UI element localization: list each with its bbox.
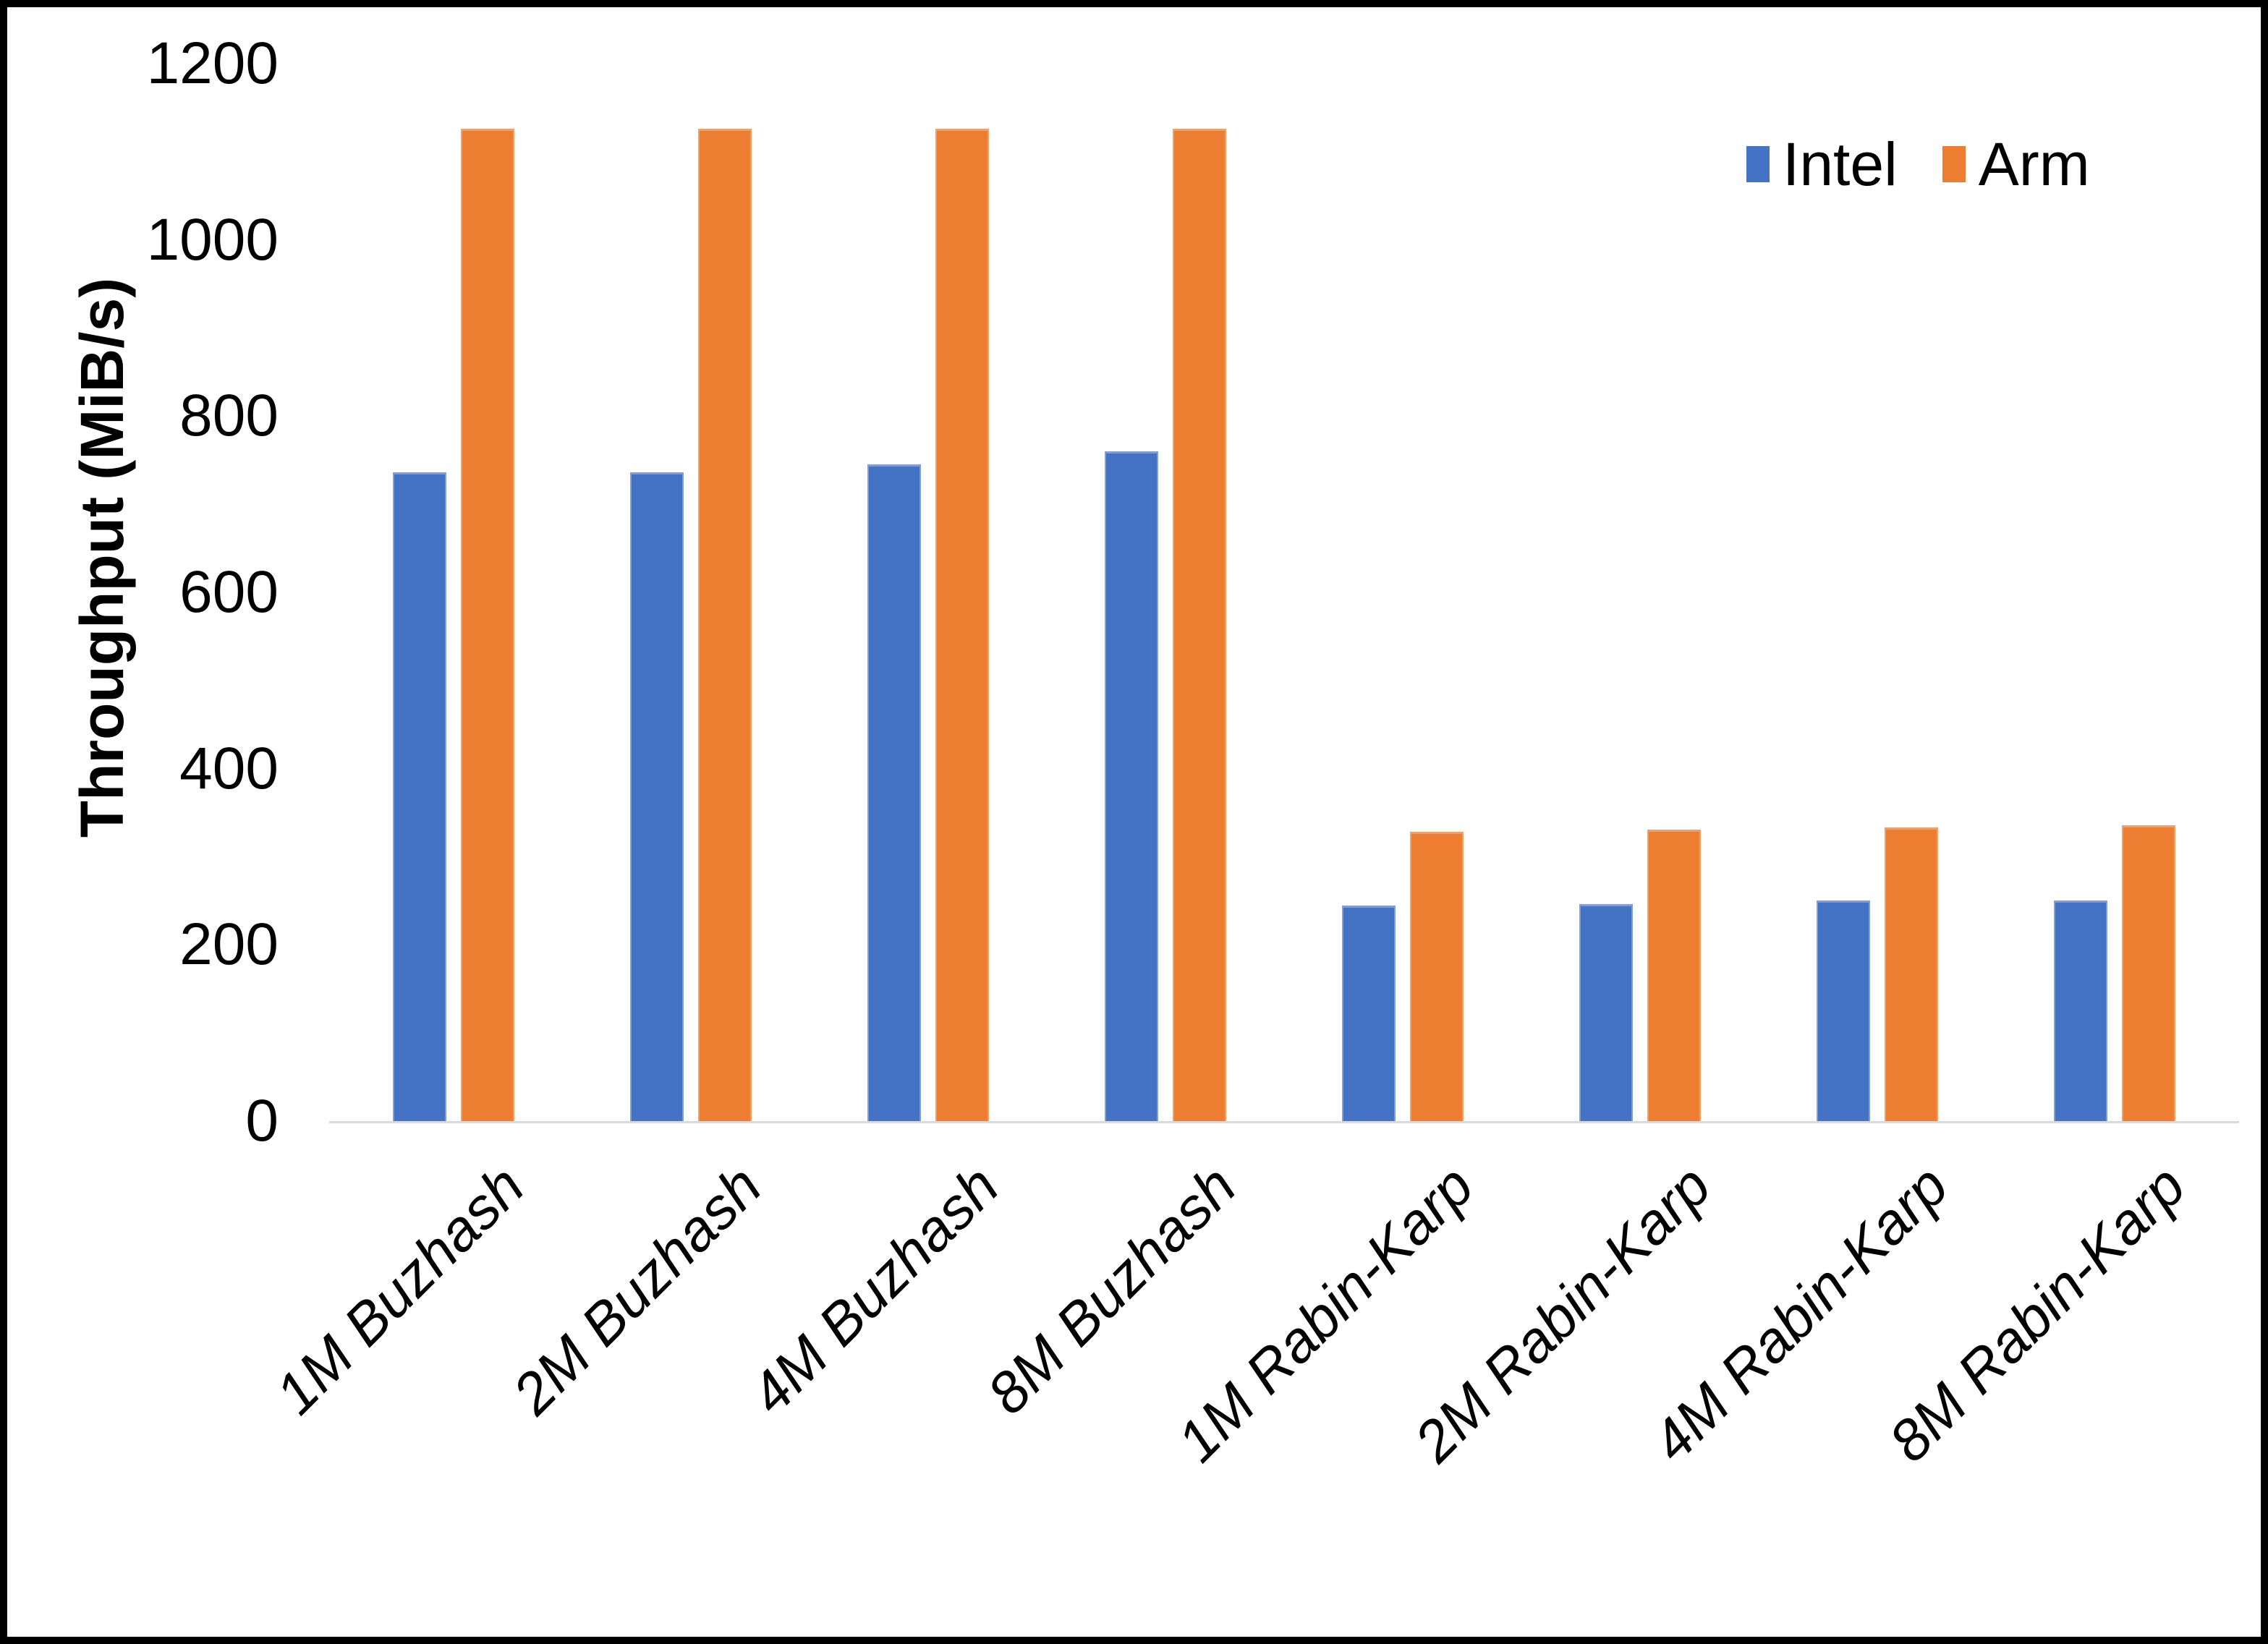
bar-intel-2m-buzhash [630, 472, 684, 1121]
bar-arm-4m-buzhash [935, 129, 989, 1121]
legend: Intel Arm [1746, 134, 2090, 195]
bar-intel-1m-rabin-karp [1342, 906, 1396, 1121]
bar-arm-2m-buzhash [698, 129, 752, 1121]
legend-swatch-arm [1942, 146, 1966, 182]
legend-item-intel: Intel [1746, 134, 1898, 195]
bar-intel-8m-buzhash [1105, 451, 1158, 1121]
legend-label-intel: Intel [1783, 130, 1898, 198]
bar-arm-8m-buzhash [1173, 129, 1226, 1121]
y-tick-label-1200: 1200 [146, 30, 279, 96]
bar-intel-2m-rabin-karp [1579, 904, 1633, 1121]
y-tick-label-800: 800 [179, 383, 279, 449]
legend-item-arm: Arm [1942, 134, 2090, 195]
x-tick-label-8m-buzhash: 8M Buzhash [975, 1153, 1249, 1426]
x-tick-label-1m-buzhash: 1M Buzhash [263, 1153, 537, 1426]
y-tick-label-200: 200 [179, 911, 279, 978]
legend-swatch-intel [1746, 146, 1770, 182]
x-tick-label-2m-buzhash: 2M Buzhash [501, 1153, 774, 1426]
bar-arm-4m-rabin-karp [1885, 827, 1938, 1121]
bar-intel-8m-rabin-karp [2054, 900, 2107, 1121]
x-tick-label-4m-buzhash: 4M Buzhash [738, 1153, 1011, 1426]
y-tick-label-0: 0 [245, 1088, 279, 1154]
bar-arm-1m-rabin-karp [1410, 832, 1464, 1121]
x-axis-line [329, 1121, 2239, 1123]
bar-intel-1m-buzhash [393, 472, 446, 1121]
y-tick-label-600: 600 [179, 559, 279, 625]
bar-intel-4m-buzhash [867, 464, 921, 1121]
legend-label-arm: Arm [1978, 130, 2090, 198]
y-tick-label-1000: 1000 [146, 206, 279, 273]
plot-area [335, 64, 2233, 1121]
bar-arm-1m-buzhash [461, 129, 514, 1121]
bar-intel-4m-rabin-karp [1817, 900, 1870, 1121]
bar-arm-8m-rabin-karp [2122, 825, 2175, 1121]
bar-arm-2m-rabin-karp [1647, 830, 1701, 1121]
y-tick-label-400: 400 [179, 735, 279, 801]
